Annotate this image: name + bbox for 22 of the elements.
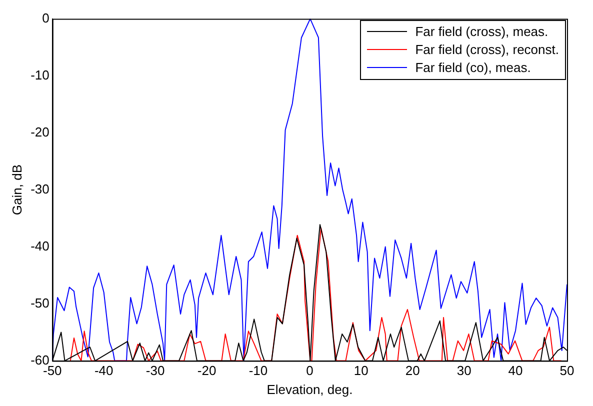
- legend-label: Far field (co), meas.: [415, 60, 531, 76]
- x-tick-label: -30: [146, 363, 165, 378]
- y-tick-label: -40: [30, 238, 50, 254]
- y-tick-label: -60: [30, 352, 50, 368]
- y-tick-label: -50: [30, 295, 50, 310]
- x-tick-label: 40: [508, 363, 523, 378]
- x-tick-label: -10: [248, 363, 268, 378]
- x-tick-label: 20: [405, 363, 420, 378]
- y-tick-label: 0: [42, 10, 50, 26]
- legend-label: Far field (cross), meas.: [415, 24, 548, 40]
- legend-label: Far field (cross), reconst.: [415, 42, 559, 58]
- y-tick-label: -10: [30, 67, 50, 82]
- y-tick-label: -20: [30, 124, 50, 140]
- x-tick-label: 10: [354, 363, 368, 378]
- x-tick-label: 30: [456, 363, 472, 378]
- x-tick-label: 50: [560, 363, 574, 378]
- y-tick-label: -30: [30, 181, 50, 196]
- y-axis-title: Gain, dB: [9, 164, 24, 216]
- x-tick-label: 0: [306, 363, 314, 378]
- x-axis-title: Elevation, deg.: [266, 382, 353, 397]
- x-tick-label: -20: [197, 363, 216, 378]
- x-tick-label: -40: [94, 363, 114, 378]
